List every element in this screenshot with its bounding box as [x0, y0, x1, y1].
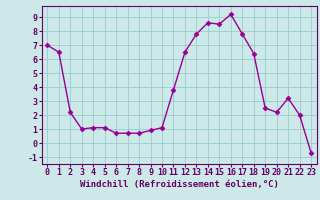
X-axis label: Windchill (Refroidissement éolien,°C): Windchill (Refroidissement éolien,°C)	[80, 180, 279, 189]
